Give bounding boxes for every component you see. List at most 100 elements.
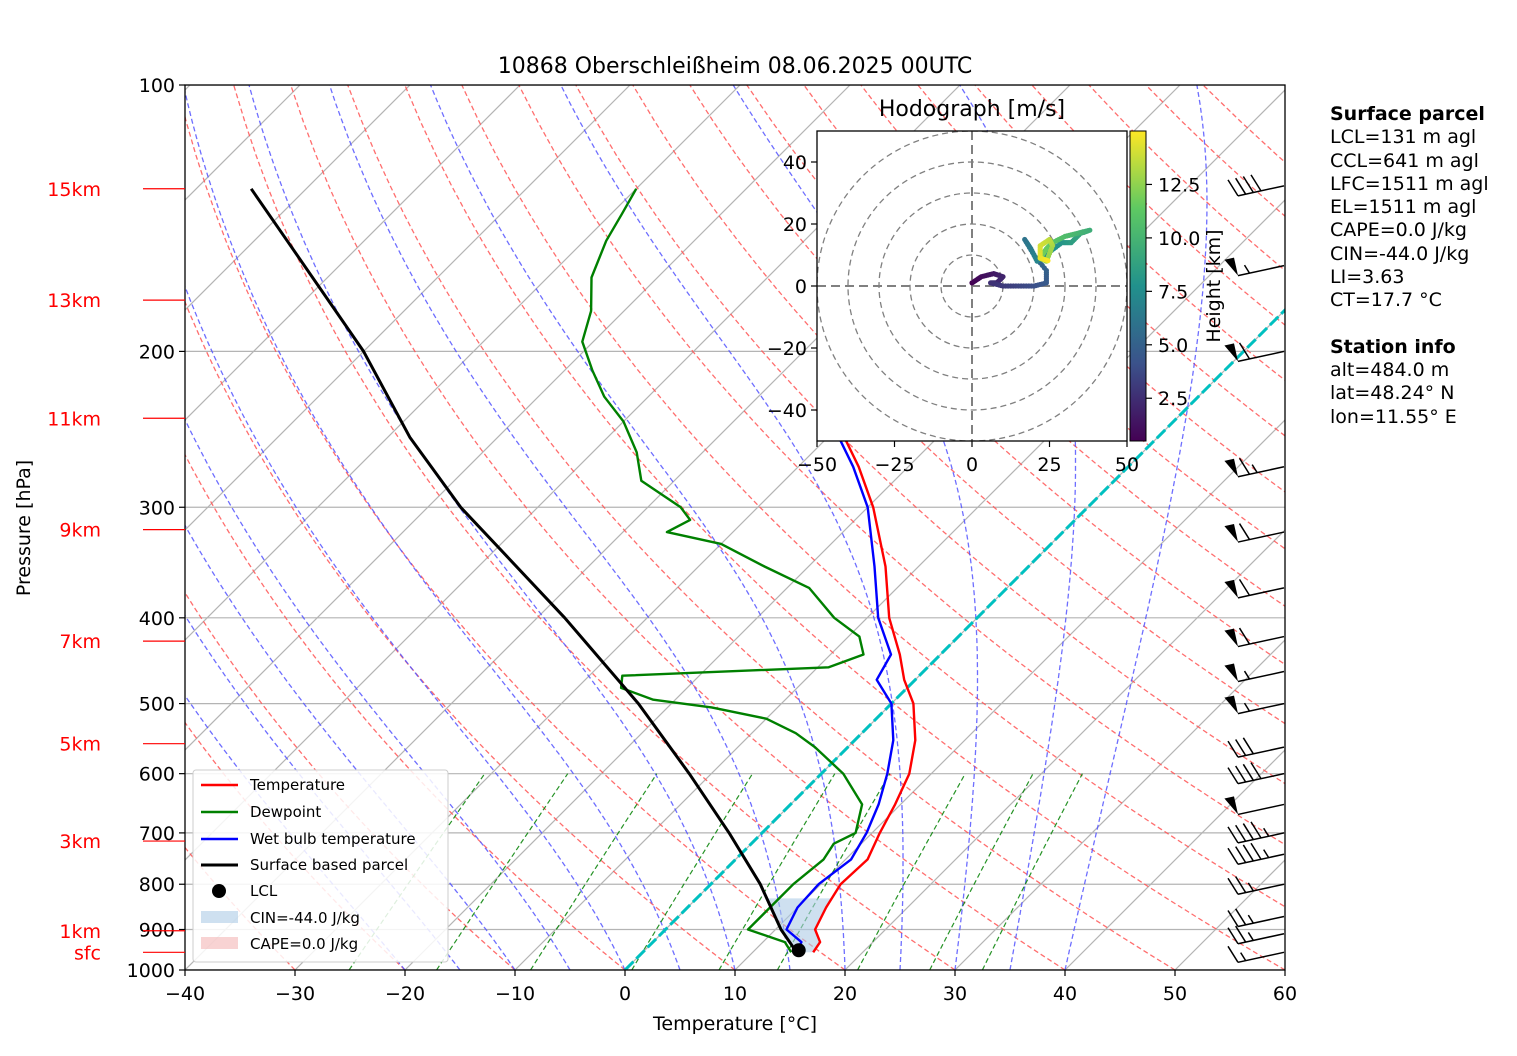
dry-adiabat: [518, 85, 1285, 846]
colorbar: [1129, 130, 1147, 442]
legend-label-lcl: LCL: [250, 882, 278, 900]
hodograph-title: Hodograph [m/s]: [879, 97, 1065, 122]
hodograph-y-label: 0: [795, 276, 807, 298]
x-tick-label: −20: [385, 983, 425, 1005]
wind-barb: [1224, 663, 1285, 683]
cape-cin-shading: [766, 898, 832, 953]
isotherm: [185, 85, 631, 531]
colorbar-tick-label: 2.5: [1158, 388, 1188, 410]
x-tick-label: 60: [1273, 983, 1297, 1005]
wind-barb: [1224, 257, 1285, 277]
height-label: 9km: [59, 520, 101, 542]
hodograph-point: [1045, 258, 1051, 264]
wind-barb: [1227, 821, 1285, 844]
colorbar-tick-label: 7.5: [1158, 281, 1188, 303]
dry-adiabat: [233, 85, 956, 970]
legend-label-dewpoint: Dewpoint: [250, 803, 321, 821]
x-tick-label: 20: [833, 983, 857, 1005]
station-info-heading: Station info: [1330, 335, 1456, 358]
chart-title: 10868 Oberschleißheim 08.06.2025 00UTC: [498, 54, 973, 79]
legend-marker-lcl: [212, 884, 226, 898]
hodograph-y-label: 40: [783, 152, 807, 174]
height-label: 1km: [59, 921, 101, 943]
station-info-line: alt=484.0 m: [1330, 358, 1450, 381]
isotherm: [954, 639, 1285, 970]
hodograph-x-label: −25: [874, 454, 914, 476]
x-axis-label: Temperature [°C]: [652, 1013, 817, 1035]
wind-barb: [1227, 908, 1285, 928]
surface-parcel-line: CT=17.7 °C: [1330, 289, 1442, 312]
wind-barb: [1227, 762, 1285, 785]
isotherm: [185, 85, 521, 421]
y-tick-label: 500: [139, 694, 175, 716]
mixing-ratio-line: [857, 773, 966, 970]
dry-adiabat: [185, 300, 736, 970]
legend-swatch-cape: [201, 937, 238, 949]
y-tick-label: 400: [139, 608, 175, 630]
y-tick-label: 800: [139, 874, 175, 896]
legend-label-wetbulb: Wet bulb temperature: [250, 830, 416, 848]
wind-barb: [1227, 737, 1285, 758]
legend-label-parcel: Surface based parcel: [250, 856, 408, 874]
colorbar-tick-label: 12.5: [1158, 174, 1200, 196]
x-tick-label: 50: [1163, 983, 1187, 1005]
colorbar-label: Height [km]: [1203, 229, 1225, 342]
surface-parcel-line: LFC=1511 m agl: [1330, 172, 1489, 195]
wind-barb: [1224, 523, 1285, 543]
hodograph-y-label: −20: [767, 338, 807, 360]
hodograph-x-label: 25: [1037, 454, 1061, 476]
dry-adiabat: [290, 85, 1066, 970]
moist-adiabat: [429, 85, 846, 970]
dry-adiabat: [461, 85, 1285, 908]
surface-parcel-line: LCL=131 m agl: [1330, 126, 1477, 149]
colorbar-tick-label: 10.0: [1158, 228, 1200, 250]
x-tick-label: 0: [619, 983, 631, 1005]
isotherm: [1064, 749, 1285, 970]
wind-barb: [1224, 627, 1285, 648]
dry-adiabat: [404, 85, 1285, 970]
surface-parcel-line: CAPE=0.0 J/kg: [1330, 219, 1467, 242]
mixing-ratio-line: [981, 773, 1083, 970]
wind-barb: [1224, 796, 1285, 816]
x-tick-label: 30: [943, 983, 967, 1005]
isotherm: [185, 85, 411, 311]
surface-parcel-heading: Surface parcel: [1330, 103, 1485, 125]
mixing-ratio-line: [929, 773, 1034, 970]
station-info-line: lat=48.24° N: [1330, 382, 1455, 405]
moist-adiabat: [328, 85, 791, 970]
cin-area: [766, 898, 832, 953]
x-tick-label: −40: [165, 983, 205, 1005]
moist-adiabat: [560, 85, 904, 970]
isotherm: [844, 529, 1285, 970]
height-label: 7km: [59, 631, 101, 653]
legend: Temperature Dewpoint Wet bulb temperatur…: [192, 769, 449, 963]
isotherm: [514, 199, 1285, 970]
x-axis-ticks: −40 −30 −20 −10 0 10 20 30 40 50 60: [165, 970, 1297, 1005]
station-info-line: lon=11.55° E: [1330, 405, 1457, 428]
x-tick-label: 40: [1053, 983, 1077, 1005]
colorbar-tick-label: 5.0: [1158, 335, 1188, 357]
mixing-ratio-line: [718, 773, 836, 970]
height-label: 3km: [59, 831, 101, 853]
y-tick-label: 100: [139, 75, 175, 97]
x-tick-label: −10: [495, 983, 535, 1005]
moist-adiabat: [1064, 85, 1208, 970]
wind-barb: [1227, 174, 1285, 197]
dry-adiabat: [185, 114, 846, 970]
surface-parcel-line: CCL=641 m agl: [1330, 149, 1479, 172]
y-axis-label: Pressure [hPa]: [13, 460, 35, 596]
wind-barb: [1224, 342, 1285, 363]
mixing-ratio-line: [776, 773, 891, 970]
wind-barb: [1227, 945, 1285, 964]
hodograph-y-label: 20: [783, 214, 807, 236]
legend-label-cin: CIN=-44.0 J/kg: [250, 909, 360, 927]
parcel-line: [249, 187, 798, 954]
hodograph-x-label: 0: [966, 454, 978, 476]
surface-parcel-line: EL=1511 m agl: [1330, 196, 1477, 219]
mixing-ratio-line: [631, 773, 754, 970]
isotherm: [185, 85, 741, 641]
wind-barb: [1227, 842, 1285, 866]
